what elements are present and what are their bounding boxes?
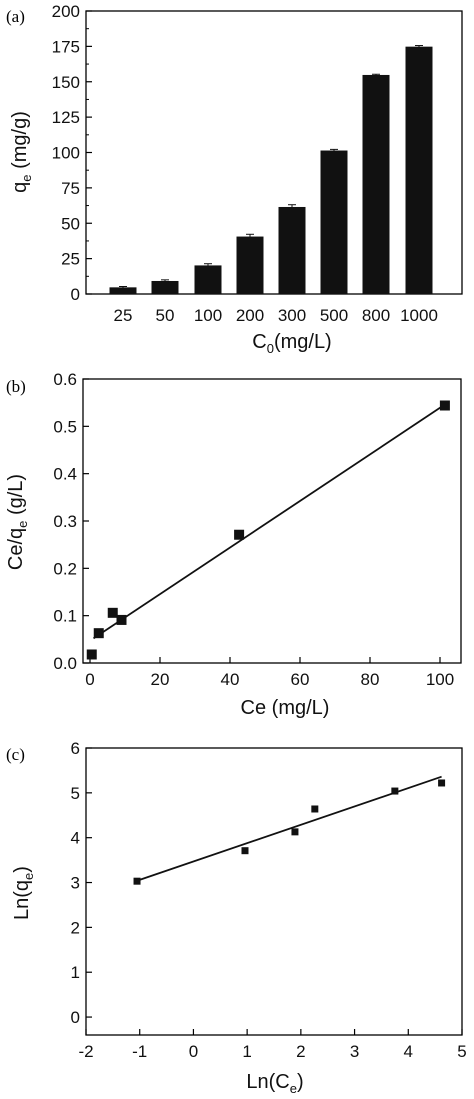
panel-c-scatter: (c) 0 1 2 3 4 5 6 -2 -1 0 1 2 3 4 5 Ln(Ce) Ln(qe) — [6, 739, 467, 1096]
panel-a-x-axis: 25 50 100 200 300 500 800 1000 — [114, 306, 438, 325]
x-tick-label: 80 — [361, 670, 380, 689]
y-tick-label: 5 — [71, 784, 80, 803]
x-tick-label: 1 — [242, 1042, 251, 1061]
panel-c-label: (c) — [6, 745, 25, 764]
y-tick-label: 2 — [71, 918, 80, 937]
x-tick-label: 100 — [426, 670, 454, 689]
bar — [109, 287, 137, 294]
y-tick-label: 50 — [61, 214, 80, 233]
panel-a-y-axis: 0 25 50 75 100 125 150 175 200 — [52, 2, 92, 304]
y-tick-label: 1 — [71, 963, 80, 982]
y-tick-label: 6 — [71, 739, 80, 758]
y-tick-label: 0.4 — [53, 465, 77, 484]
panel-c-fit-line-group — [136, 775, 442, 882]
x-tick-label: 100 — [194, 306, 222, 325]
y-tick-label: 0.2 — [53, 559, 77, 578]
panel-b-x-axis: 0 20 40 60 80 100 — [85, 657, 454, 689]
y-tick-label: 0 — [71, 285, 80, 304]
data-point — [234, 529, 245, 540]
y-tick-label: 0.6 — [53, 370, 77, 389]
x-tick-label: 0 — [189, 1042, 198, 1061]
y-tick-label: 0.3 — [53, 512, 77, 531]
panel-a-x-title: C0(mg/L) — [252, 331, 331, 356]
panel-a-bars — [109, 45, 433, 294]
x-tick-label: 60 — [291, 670, 310, 689]
panel-c-y-axis: 0 1 2 3 4 5 6 — [71, 739, 92, 1027]
panel-b-y-title: Ce/qe (g/L) — [5, 474, 30, 570]
data-point — [86, 649, 97, 660]
panel-a-label: (a) — [6, 7, 25, 26]
y-tick-label: 3 — [71, 874, 80, 893]
x-tick-label: -2 — [78, 1042, 93, 1061]
panel-b-scatter: (b) 0.0 0.1 0.2 0.3 0.4 0.5 0.6 0 20 40 60 80 100 C… — [5, 370, 462, 719]
y-tick-label: 25 — [61, 250, 80, 269]
data-point — [241, 847, 249, 855]
data-point — [391, 787, 399, 795]
y-tick-label: 0.0 — [53, 654, 77, 673]
y-tick-label: 200 — [52, 2, 80, 21]
data-point — [133, 877, 141, 885]
panel-b-points — [86, 400, 450, 660]
data-point — [439, 400, 450, 411]
x-tick-label: 800 — [362, 306, 390, 325]
x-tick-label: 4 — [404, 1042, 413, 1061]
panel-b-plot-frame — [82, 378, 462, 664]
panel-c-y-title: Ln(qe) — [11, 866, 36, 920]
x-tick-label: 40 — [221, 670, 240, 689]
data-point — [291, 828, 299, 836]
x-tick-label: 25 — [114, 306, 133, 325]
panel-b-fit-line-group — [93, 403, 446, 640]
panel-c-plot-frame — [85, 747, 463, 1036]
panel-b-label: (b) — [6, 377, 26, 396]
panel-c-points — [133, 779, 446, 885]
panel-a-bar-chart: (a) 0 25 50 75 100 125 150 175 200 25 50 100 200 300… — [6, 2, 463, 356]
data-point — [107, 607, 118, 618]
panel-c-x-axis: -2 -1 0 1 2 3 4 5 — [78, 1029, 467, 1061]
x-tick-label: 2 — [296, 1042, 305, 1061]
x-tick-label: 3 — [350, 1042, 359, 1061]
fit-line — [93, 403, 446, 640]
panel-a-y-title: qe (mg/g) — [9, 111, 34, 193]
y-tick-label: 0.5 — [53, 417, 77, 436]
y-tick-label: 75 — [61, 179, 80, 198]
y-tick-label: 150 — [52, 73, 80, 92]
bar — [151, 280, 179, 294]
y-tick-label: 175 — [52, 37, 80, 56]
x-tick-label: 200 — [236, 306, 264, 325]
panel-b-y-axis: 0.0 0.1 0.2 0.3 0.4 0.5 0.6 — [53, 370, 89, 673]
bar — [320, 150, 348, 294]
bar — [405, 46, 433, 294]
panel-c-x-title: Ln(Ce) — [246, 1071, 303, 1096]
bar — [236, 236, 264, 294]
x-tick-label: 20 — [151, 670, 170, 689]
x-tick-label: -1 — [132, 1042, 147, 1061]
y-tick-label: 100 — [52, 144, 80, 163]
y-tick-label: 0.1 — [53, 607, 77, 626]
y-tick-label: 4 — [71, 829, 80, 848]
bar — [194, 265, 222, 294]
fit-line — [136, 775, 442, 882]
x-tick-label: 50 — [156, 306, 175, 325]
x-tick-label: 500 — [320, 306, 348, 325]
data-point — [116, 614, 127, 625]
data-point — [311, 805, 319, 813]
x-tick-label: 0 — [85, 670, 94, 689]
bar — [278, 206, 306, 294]
bar — [362, 74, 390, 294]
panel-b-x-title: Ce (mg/L) — [241, 697, 330, 719]
data-point — [438, 779, 446, 787]
x-tick-label: 300 — [278, 306, 306, 325]
data-point — [93, 628, 104, 639]
x-tick-label: 5 — [457, 1042, 466, 1061]
y-tick-label: 0 — [71, 1008, 80, 1027]
x-tick-label: 1000 — [400, 306, 438, 325]
y-tick-label: 125 — [52, 108, 80, 127]
